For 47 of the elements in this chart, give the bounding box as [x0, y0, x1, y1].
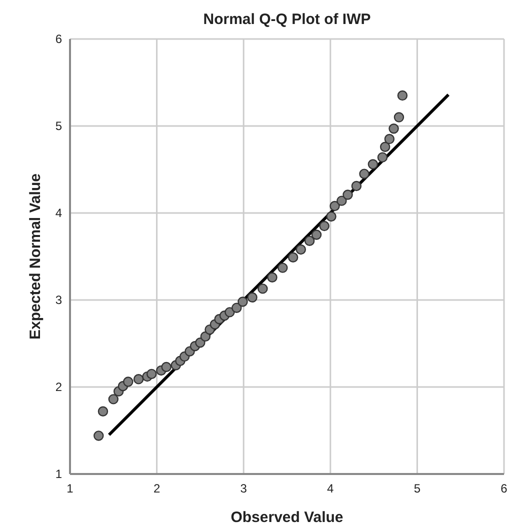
y-tick-label: 1	[55, 466, 62, 481]
x-tick-label: 2	[153, 482, 160, 496]
point	[161, 362, 172, 372]
x-tick-label: 4	[327, 482, 334, 496]
point	[384, 134, 395, 144]
y-tick-label: 3	[55, 292, 62, 307]
point	[94, 430, 104, 441]
point	[397, 90, 408, 101]
point	[368, 159, 378, 170]
point	[296, 244, 306, 255]
x-tick-label: 6	[500, 482, 508, 496]
point	[247, 292, 258, 302]
point	[108, 394, 119, 404]
x-tick-label: 3	[240, 482, 248, 496]
point	[319, 220, 330, 232]
point	[98, 406, 108, 416]
point	[394, 112, 404, 122]
point	[326, 211, 336, 222]
point	[330, 200, 340, 212]
point	[388, 124, 399, 134]
point	[146, 368, 157, 380]
point	[380, 142, 390, 152]
y-tick-label: 2	[55, 380, 62, 394]
y-tick-label: 5	[55, 118, 62, 133]
y-tick-label: 4	[55, 206, 62, 220]
point	[359, 168, 370, 179]
point	[267, 272, 278, 282]
point	[336, 196, 347, 206]
x-axis-title: Observed Value	[230, 509, 344, 526]
point	[258, 284, 268, 294]
chart-title: Normal Q-Q Plot of IWP	[203, 11, 371, 28]
point	[311, 230, 322, 240]
point	[288, 252, 298, 262]
point	[351, 180, 362, 192]
point	[304, 236, 315, 246]
y-axis-title: Expected Normal Value	[27, 174, 44, 340]
x-tick-label: 1	[66, 482, 74, 496]
point	[133, 374, 144, 384]
point	[377, 152, 388, 162]
point	[232, 302, 242, 313]
x-tick-label: 5	[414, 482, 421, 496]
point	[238, 296, 248, 307]
point	[278, 262, 288, 273]
point	[123, 376, 134, 387]
point	[200, 331, 211, 342]
y-tick-label: 6	[55, 32, 62, 46]
point	[342, 190, 353, 200]
